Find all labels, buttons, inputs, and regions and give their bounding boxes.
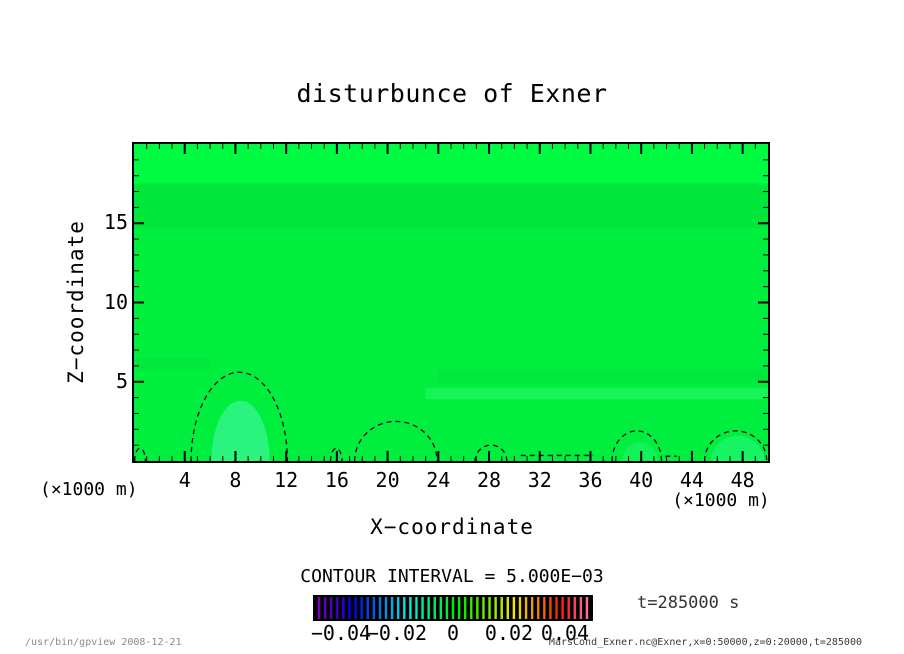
x-axis-unit: (×1000 m)	[672, 490, 770, 511]
footer-source: MarsCond_Exner.nc@Exner,x=0:50000,z=0:20…	[548, 637, 862, 648]
colorbar-stripe	[421, 597, 424, 619]
colorbar-stripe	[415, 597, 418, 619]
light-patches	[211, 400, 765, 461]
colorbar-stripe	[348, 597, 351, 619]
time-label: t=285000 s	[637, 593, 740, 613]
colorbar-stripe	[451, 597, 455, 619]
y-tick-label: 15	[103, 210, 128, 235]
colorbar-stripe	[397, 597, 400, 619]
shading-bands	[134, 144, 768, 400]
colorbar-stripe	[549, 597, 552, 619]
colorbar-stripe	[372, 597, 376, 619]
negative-contour-lines	[134, 371, 768, 461]
colorbar-tick-label: 0.02	[484, 621, 534, 645]
colorbar-stripe	[555, 597, 558, 619]
x-axis-label: X−coordinate	[370, 515, 534, 539]
colorbar-tick-label: 0	[446, 621, 460, 645]
x-tick-label: 44	[679, 468, 704, 492]
colorbar-stripe	[403, 597, 406, 619]
plot-svg	[134, 144, 768, 461]
colorbar-stripe	[579, 597, 583, 619]
colorbar-stripe	[330, 597, 333, 619]
colorbar-stripe	[585, 597, 589, 619]
colorbar-stripe	[360, 597, 363, 619]
x-tick-label: 48	[730, 468, 755, 492]
y-axis-unit: (×1000 m)	[40, 479, 138, 500]
colorbar-stripe	[561, 597, 564, 619]
colorbar-stripe	[506, 597, 509, 619]
colorbar-stripe	[354, 597, 357, 619]
colorbar-stripe	[543, 597, 546, 619]
axis-ticks	[134, 144, 768, 461]
colorbar-stripe	[530, 597, 534, 619]
colorbar-stripe	[317, 597, 321, 619]
x-tick-label: 40	[629, 468, 654, 492]
colorbar-svg	[313, 595, 593, 621]
colorbar-stripe	[488, 597, 491, 619]
colorbar-stripe	[384, 597, 388, 619]
colorbar-stripe	[390, 597, 394, 619]
colorbar-stripe	[500, 597, 503, 619]
colorbar-stripe	[524, 597, 528, 619]
colorbar-stripe	[573, 597, 576, 619]
colorbar-stripe	[323, 597, 327, 619]
colorbar-stripe	[433, 597, 436, 619]
colorbar-stripe	[366, 597, 369, 619]
x-tick-label: 24	[426, 468, 451, 492]
colorbar-stripe	[336, 597, 339, 619]
colorbar-stripe	[482, 597, 485, 619]
colorbar-stripe	[445, 597, 449, 619]
colorbar-stripe	[463, 597, 467, 619]
colorbar-stripe	[439, 597, 443, 619]
colorbar-stripe	[476, 597, 479, 619]
plot-area	[132, 142, 770, 463]
x-tick-label: 4	[178, 468, 191, 492]
x-tick-label: 28	[476, 468, 502, 492]
footer-command: /usr/bin/gpview 2008-12-21	[25, 637, 182, 648]
x-tick-label: 8	[229, 468, 242, 492]
x-tick-label: 36	[578, 468, 603, 492]
x-tick-label: 20	[375, 468, 400, 492]
plot-title: disturbunce of Exner	[296, 79, 608, 108]
colorbar-stripe	[457, 597, 461, 619]
colorbar-stripe	[342, 597, 345, 619]
colorbar-tick-label: −0.02	[366, 621, 428, 645]
y-tick-label: 10	[103, 289, 128, 314]
colorbar-stripe	[567, 597, 570, 619]
y-tick-label: 5	[115, 368, 128, 393]
colorbar-stripe	[494, 597, 497, 619]
colorbar-stripe	[537, 597, 540, 619]
x-tick-label: 32	[527, 468, 552, 492]
x-tick-label: 16	[324, 468, 349, 492]
colorbar-stripe	[378, 597, 382, 619]
x-tick-label: 12	[274, 468, 299, 492]
colorbar-stripe	[512, 597, 516, 619]
contour-interval-note: CONTOUR INTERVAL = 5.000E−03	[300, 566, 604, 587]
colorbar-stripe	[427, 597, 430, 619]
colorbar-tick-label: 0.04	[540, 621, 590, 645]
colorbar-tick-label: −0.04	[310, 621, 372, 645]
colorbar	[313, 595, 593, 621]
colorbar-stripe	[518, 597, 522, 619]
colorbar-stripe	[409, 597, 412, 619]
colorbar-stripe	[470, 597, 473, 619]
